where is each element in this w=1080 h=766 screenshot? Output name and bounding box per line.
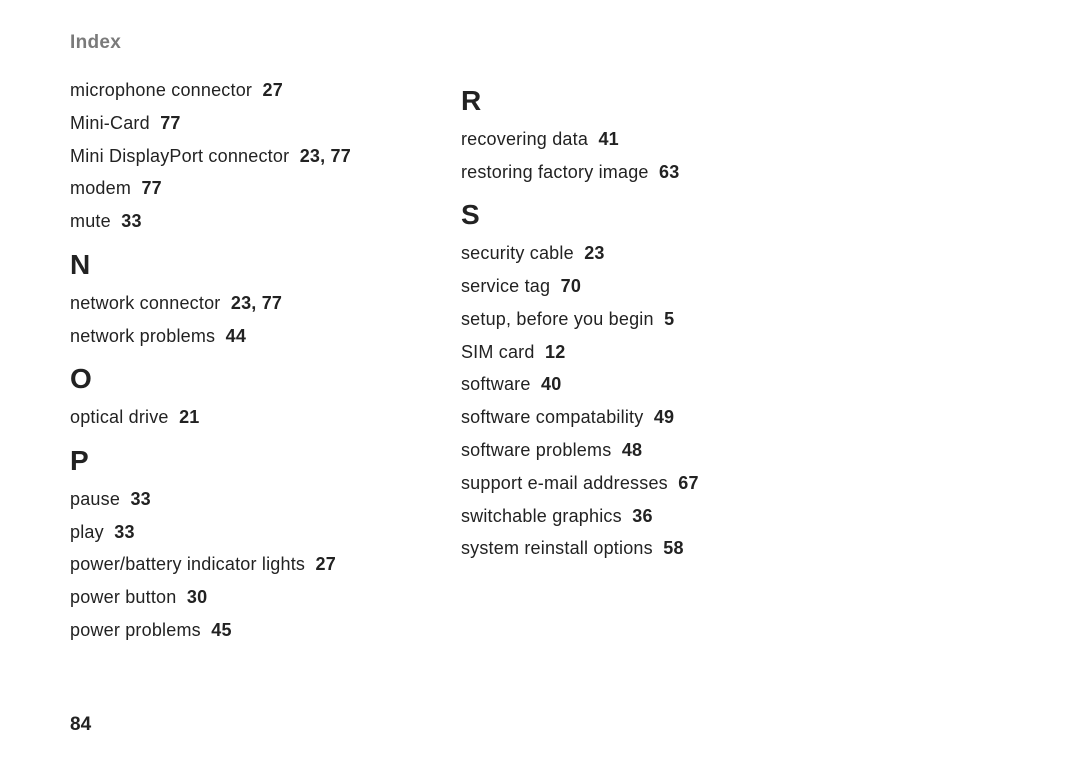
index-pages: 48 (622, 440, 642, 460)
index-entry: setup, before you begin 5 (461, 305, 699, 334)
index-entry: recovering data 41 (461, 125, 699, 154)
index-section-letter: O (70, 364, 351, 395)
index-pages: 27 (316, 554, 336, 574)
index-section-letter: N (70, 250, 351, 281)
index-entry: Mini DisplayPort connector 23, 77 (70, 142, 351, 171)
index-pages: 33 (114, 522, 134, 542)
index-term: Mini DisplayPort connector (70, 146, 289, 166)
index-section-letter: R (461, 86, 699, 117)
index-pages: 27 (263, 80, 283, 100)
index-pages: 41 (598, 129, 618, 149)
index-pages: 21 (179, 407, 199, 427)
index-entry: support e-mail addresses 67 (461, 469, 699, 498)
index-entry: Mini-Card 77 (70, 109, 351, 138)
index-pages: 12 (545, 342, 565, 362)
index-entry: switchable graphics 36 (461, 502, 699, 531)
index-pages: 58 (663, 538, 683, 558)
index-term: Mini-Card (70, 113, 150, 133)
index-entry: software problems 48 (461, 436, 699, 465)
index-entry: security cable 23 (461, 239, 699, 268)
index-pages: 30 (187, 587, 207, 607)
index-term: switchable graphics (461, 506, 622, 526)
index-entry: network connector 23, 77 (70, 289, 351, 318)
index-pages: 5 (664, 309, 674, 329)
index-pages: 70 (561, 276, 581, 296)
index-pages: 36 (632, 506, 652, 526)
index-term: software (461, 374, 531, 394)
index-term: system reinstall options (461, 538, 653, 558)
index-columns: microphone connector 27 Mini-Card 77 Mini … (70, 76, 1010, 645)
index-pages: 63 (659, 162, 679, 182)
index-pages: 45 (211, 620, 231, 640)
index-term: recovering data (461, 129, 588, 149)
index-term: network connector (70, 293, 220, 313)
index-term: power problems (70, 620, 201, 640)
index-term: microphone connector (70, 80, 252, 100)
index-column-left: microphone connector 27 Mini-Card 77 Mini … (70, 76, 351, 645)
index-entry: modem 77 (70, 174, 351, 203)
index-page: Index microphone connector 27 Mini-Card 7… (0, 0, 1080, 766)
index-pages: 33 (121, 211, 141, 231)
index-term: network problems (70, 326, 215, 346)
index-section-letter: S (461, 200, 699, 231)
index-term: restoring factory image (461, 162, 649, 182)
index-entry: network problems 44 (70, 322, 351, 351)
index-term: power/battery indicator lights (70, 554, 305, 574)
index-term: SIM card (461, 342, 535, 362)
index-term: support e-mail addresses (461, 473, 668, 493)
index-entry: power problems 45 (70, 616, 351, 645)
index-term: pause (70, 489, 120, 509)
page-number: 84 (70, 714, 91, 736)
index-entry: service tag 70 (461, 272, 699, 301)
index-pages: 40 (541, 374, 561, 394)
index-term: modem (70, 178, 131, 198)
index-term: mute (70, 211, 111, 231)
index-term: power button (70, 587, 176, 607)
index-entry: power/battery indicator lights 27 (70, 550, 351, 579)
index-term: service tag (461, 276, 550, 296)
index-entry: microphone connector 27 (70, 76, 351, 105)
index-pages: 77 (141, 178, 161, 198)
index-term: software compatability (461, 407, 643, 427)
index-entry: software compatability 49 (461, 403, 699, 432)
index-pages: 23 (584, 243, 604, 263)
index-pages: 23, 77 (300, 146, 351, 166)
index-term: play (70, 522, 104, 542)
index-entry: mute 33 (70, 207, 351, 236)
index-entry: SIM card 12 (461, 338, 699, 367)
index-entry: system reinstall options 58 (461, 534, 699, 563)
index-pages: 77 (160, 113, 180, 133)
index-entry: pause 33 (70, 485, 351, 514)
index-pages: 49 (654, 407, 674, 427)
index-term: software problems (461, 440, 611, 460)
index-entry: software 40 (461, 370, 699, 399)
index-entry: power button 30 (70, 583, 351, 612)
index-term: optical drive (70, 407, 169, 427)
index-entry: play 33 (70, 518, 351, 547)
index-entry: optical drive 21 (70, 403, 351, 432)
index-term: security cable (461, 243, 574, 263)
index-pages: 23, 77 (231, 293, 282, 313)
index-pages: 44 (226, 326, 246, 346)
index-entry: restoring factory image 63 (461, 158, 699, 187)
index-section-letter: P (70, 446, 351, 477)
index-pages: 33 (130, 489, 150, 509)
page-title: Index (70, 32, 1010, 54)
index-column-right: Rrecovering data 41 restoring factory ima… (461, 76, 699, 645)
index-term: setup, before you begin (461, 309, 654, 329)
index-pages: 67 (678, 473, 698, 493)
